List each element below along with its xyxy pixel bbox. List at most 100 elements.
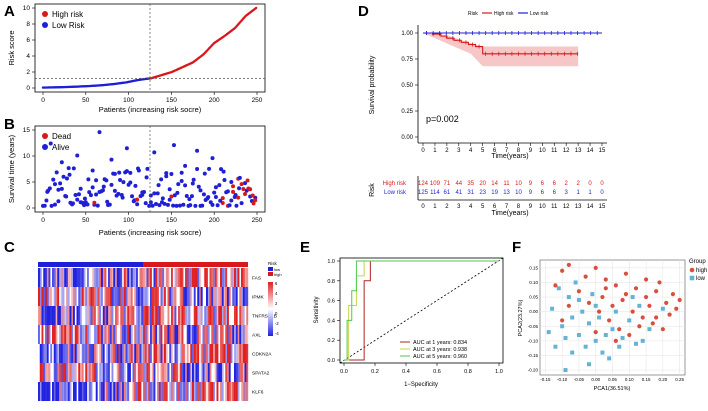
low-group-point: [610, 327, 615, 332]
x-tick-label: 13: [575, 148, 582, 154]
heatmap-cell: [193, 287, 196, 306]
heatmap-cell: [176, 382, 179, 401]
x-tick-label: 2: [445, 148, 449, 154]
heatmap-cell: [221, 344, 224, 363]
high-group-point: [667, 312, 672, 317]
alive-point: [150, 203, 155, 208]
risk-table-x-tick-label: 3: [457, 204, 461, 210]
heatmap-cell: [92, 363, 95, 382]
heatmap-cell: [151, 363, 154, 382]
heatmap-cell: [69, 306, 72, 325]
low-group-point: [590, 292, 595, 297]
panel-d-pvalue: p=0.002: [426, 114, 459, 124]
y-tick-label: 0.2: [327, 338, 335, 344]
heatmap-row-label: KLF6: [252, 390, 264, 396]
heatmap-cell: [83, 325, 86, 344]
panel-d-legend-high: High risk: [494, 11, 514, 17]
high-group-point: [627, 332, 632, 338]
heatmap-cell: [167, 344, 170, 363]
high-group-point: [603, 277, 608, 282]
heatmap-cell: [225, 287, 228, 306]
panel-a-legend-low: Low Risk: [52, 21, 85, 30]
heatmap-cell: [197, 325, 200, 344]
heatmap-cell: [139, 306, 142, 325]
heatmap-cell: [192, 382, 194, 401]
risk-table-value: 6: [541, 190, 545, 196]
heatmap-cell: [88, 268, 91, 287]
heatmap-cell: [157, 325, 159, 344]
heatmap-cell: [67, 363, 70, 382]
alive-point: [87, 190, 92, 195]
dead-point: [220, 196, 225, 201]
heatmap-cell: [200, 344, 203, 363]
heatmap-cell: [143, 382, 145, 401]
heatmap-cell: [192, 287, 194, 306]
heatmap-cell: [76, 363, 79, 382]
heatmap-cell: [172, 363, 175, 382]
heatmap-cell: [39, 363, 42, 382]
y-tick-label: 0.8: [327, 279, 335, 285]
panel-d-risk-low-label: Low risk: [384, 190, 407, 196]
heatmap-cell: [50, 363, 53, 382]
alive-point: [133, 183, 138, 188]
heatmap-cell: [94, 344, 96, 363]
heatmap-cell: [160, 268, 163, 287]
heatmap-cell: [52, 363, 54, 382]
panel-b-legend-dead-marker: [42, 133, 48, 139]
heatmap-cell: [151, 268, 154, 287]
alive-point: [135, 202, 140, 207]
heatmap-cell: [45, 306, 47, 325]
alive-point: [56, 187, 61, 192]
heatmap-cell: [146, 287, 149, 306]
heatmap-cell: [216, 325, 219, 344]
heatmap-cell: [87, 268, 89, 287]
heatmap-cell: [237, 325, 240, 344]
heatmap-cell: [183, 268, 186, 287]
heatmap-cell: [234, 363, 236, 382]
heatmap-cell: [43, 382, 46, 401]
heatmap-cell: [104, 382, 107, 401]
heatmap-cell: [234, 287, 236, 306]
heatmap-cell: [46, 325, 49, 344]
heatmap-cell: [129, 325, 131, 344]
heatmap-cell: [169, 306, 172, 325]
alive-point: [179, 170, 184, 175]
alive-point: [239, 201, 244, 206]
heatmap-cell: [179, 382, 182, 401]
heatmap-cell: [165, 287, 168, 306]
heatmap-cell: [46, 268, 49, 287]
x-tick-label: 0.8: [464, 369, 472, 375]
heatmap-cell: [123, 363, 126, 382]
heatmap-cell: [81, 382, 84, 401]
heatmap-cell: [45, 268, 47, 287]
heatmap-cell: [141, 344, 144, 363]
heatmap-cell: [143, 287, 145, 306]
alive-point: [227, 203, 232, 208]
heatmap-cell: [157, 363, 159, 382]
heatmap-cell: [165, 325, 168, 344]
heatmap-cell: [111, 268, 114, 287]
heatmap-cell: [160, 344, 163, 363]
heatmap-cell: [158, 382, 161, 401]
x-tick-label: -0.15: [540, 377, 551, 382]
heatmap-cell: [153, 306, 156, 325]
heatmap-cell: [92, 306, 95, 325]
x-tick-label: 50: [82, 97, 90, 104]
heatmap-cell: [214, 382, 217, 401]
heatmap-cell: [97, 306, 100, 325]
heatmap-cell: [209, 268, 212, 287]
panel-c-heatmap-cells: [38, 268, 249, 401]
heatmap-cell: [200, 306, 203, 325]
heatmap-cell: [141, 287, 144, 306]
heatmap-cell: [111, 382, 114, 401]
risk-table-x-tick-label: 12: [563, 204, 570, 210]
heatmap-cell: [190, 382, 193, 401]
y-tick-label: 4: [26, 53, 30, 60]
heatmap-cell: [141, 325, 144, 344]
heatmap-cell: [92, 325, 95, 344]
heatmap-cell: [46, 287, 49, 306]
heatmap-cell: [206, 325, 208, 344]
heatmap-cell: [76, 268, 79, 287]
heatmap-cell: [183, 306, 186, 325]
heatmap-cell: [223, 363, 226, 382]
